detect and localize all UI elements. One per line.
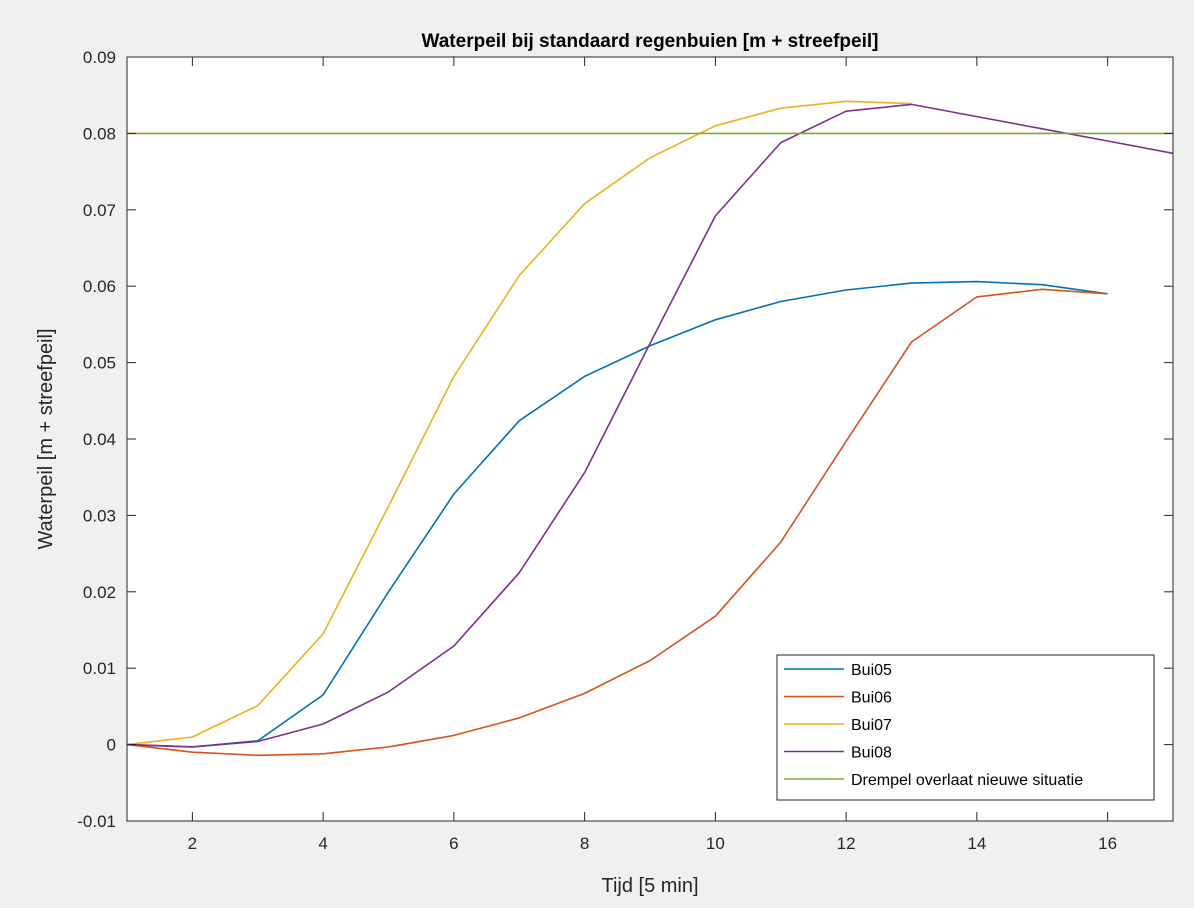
y-tick-label: 0.01 bbox=[83, 659, 116, 678]
chart-title: Waterpeil bij standaard regenbuien [m + … bbox=[422, 31, 879, 52]
series-layer bbox=[126, 100, 1174, 757]
y-tick-label: 0.03 bbox=[83, 506, 116, 525]
y-tick-label: 0.05 bbox=[83, 354, 116, 373]
legend-label: Bui06 bbox=[851, 690, 892, 707]
legend-item-drempel-overlaat-nieuwe-situatie[interactable]: Drempel overlaat nieuwe situatie bbox=[784, 772, 1083, 789]
legend-label: Drempel overlaat nieuwe situatie bbox=[851, 772, 1083, 789]
y-axis-label: Waterpeil [m + streefpeil] bbox=[35, 328, 57, 549]
y-tick-label: 0.08 bbox=[83, 124, 116, 143]
legend-item-bui05[interactable]: Bui05 bbox=[784, 662, 892, 679]
y-tick-label: -0.01 bbox=[77, 812, 116, 831]
x-tick-label: 4 bbox=[318, 834, 327, 853]
x-tick-label: 10 bbox=[706, 834, 725, 853]
legend-item-bui08[interactable]: Bui08 bbox=[784, 745, 892, 762]
y-tick-label: 0 bbox=[107, 736, 116, 755]
y-tick-label: 0.09 bbox=[83, 48, 116, 67]
legend[interactable]: Bui05 Bui06 Bui07 Bui08 Drempel overlaat nie… bbox=[776, 654, 1155, 801]
series-line-bui06 bbox=[126, 288, 1108, 757]
legend-item-bui06[interactable]: Bui06 bbox=[784, 690, 892, 707]
y-tick-label: 0.04 bbox=[83, 430, 116, 449]
legend-label: Bui08 bbox=[851, 745, 892, 762]
x-tick-label: 12 bbox=[837, 834, 856, 853]
legend-label: Bui07 bbox=[851, 717, 892, 734]
x-tick-label: 6 bbox=[449, 834, 458, 853]
x-tick-label: 8 bbox=[580, 834, 589, 853]
series-line-bui08 bbox=[126, 103, 1174, 748]
tick-layer: 2 4 6 8 10 12 14 16 -0.01 0 0.01 0.02 0.03 0.04 0.05 0.… bbox=[77, 48, 1173, 853]
legend-label: Bui05 bbox=[851, 662, 892, 679]
x-axis-label: Tijd [5 min] bbox=[601, 875, 698, 897]
y-tick-label: 0.02 bbox=[83, 583, 116, 602]
legend-item-bui07[interactable]: Bui07 bbox=[784, 717, 892, 734]
legend-box bbox=[776, 654, 1155, 801]
x-tick-label: 2 bbox=[188, 834, 197, 853]
y-tick-label: 0.06 bbox=[83, 277, 116, 296]
y-tick-label: 0.07 bbox=[83, 201, 116, 220]
x-tick-label: 16 bbox=[1098, 834, 1117, 853]
x-tick-label: 14 bbox=[967, 834, 986, 853]
series-line-bui07 bbox=[126, 100, 912, 746]
series-line-bui05 bbox=[126, 280, 1108, 748]
